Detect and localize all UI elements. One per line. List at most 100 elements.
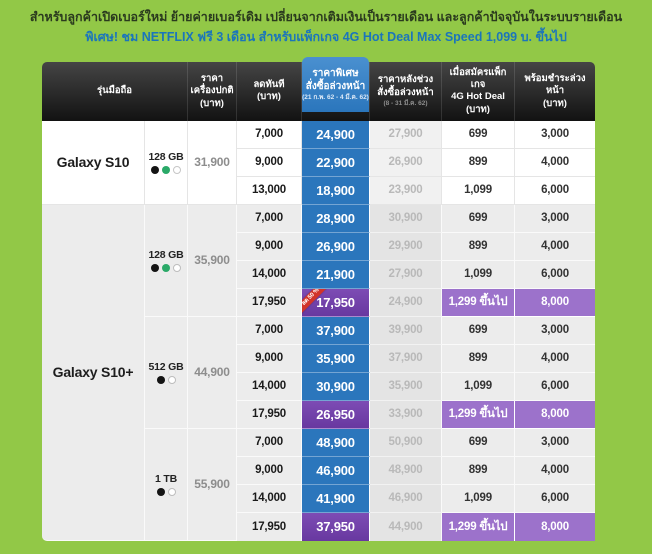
- package-fee-cell: 1,099: [442, 176, 515, 205]
- color-option-dots: [147, 165, 185, 174]
- table-row: 14,000 30,900 35,900 1,099 6,000: [42, 372, 595, 401]
- black-color-dot: [151, 165, 159, 174]
- after-price-cell: 27,900: [370, 260, 442, 289]
- special-price-cell: 21,900: [302, 260, 370, 289]
- header-discount: ลดทันที (บาท): [237, 62, 302, 121]
- package-fee-cell: 1,099: [442, 372, 515, 401]
- package-fee-cell: 699: [442, 204, 515, 233]
- color-option-dots: [147, 263, 185, 272]
- prepay-cell: 4,000: [515, 456, 595, 485]
- table-row: 17,950 17,950 ลด 50 % 24,900 1,299 ขึ้นไป 8,0…: [42, 288, 595, 317]
- special-price-value: 41,900: [316, 490, 355, 506]
- discount-cell: 17,950: [237, 400, 302, 429]
- model-name: Galaxy S10: [56, 154, 130, 171]
- prepay-cell: 3,000: [515, 204, 595, 233]
- storage-cell: 128 GB: [145, 120, 188, 205]
- after-price-cell: 44,900: [370, 512, 442, 541]
- package-fee-cell: 1,099: [442, 260, 515, 289]
- special-price-value: 48,900: [316, 434, 355, 450]
- discount-cell: 17,950: [237, 512, 302, 541]
- after-price-cell: 39,900: [370, 316, 442, 345]
- after-price-cell: 24,900: [370, 288, 442, 317]
- price-table: รุ่นมือถือ ราคาเครื่องปกติ (บาท) ลดทันที…: [42, 57, 595, 541]
- green-color-dot: [162, 165, 170, 174]
- storage-cell: 512 GB: [145, 316, 188, 429]
- special-price-cell: 18,900: [302, 176, 370, 205]
- price-table-body: Galaxy S10 128 GB 31,900 7,000 24,900 27,900 6…: [42, 120, 595, 541]
- table-row: 14,000 21,900 27,900 1,099 6,000: [42, 260, 595, 289]
- discount-cell: 9,000: [237, 148, 302, 177]
- header-model: รุ่นมือถือ: [42, 62, 188, 121]
- model-cell: Galaxy S10+: [42, 204, 145, 541]
- banner-netflix-offer-text: พิเศษ! ชม NETFLIX ฟรี 3 เดือน สำหรับแพ็ก…: [85, 30, 567, 45]
- after-price-cell: 23,900: [370, 176, 442, 205]
- after-price-cell: 30,900: [370, 204, 442, 233]
- table-row: Galaxy S10 128 GB 31,900 7,000 24,900 27,900 6…: [42, 120, 595, 205]
- normal-price-cell: 55,900: [188, 428, 237, 541]
- prepay-cell: 4,000: [515, 148, 595, 177]
- package-fee-cell: 699: [442, 316, 515, 345]
- normal-price-cell: 44,900: [188, 316, 237, 429]
- special-price-value: 30,900: [316, 378, 355, 394]
- after-price-cell: 29,900: [370, 232, 442, 261]
- special-price-value: 37,900: [316, 322, 355, 338]
- prepay-cell: 3,000: [515, 316, 595, 345]
- special-price-cell: 35,900: [302, 344, 370, 373]
- table-row: 13,000 18,900 23,900 1,099 6,000: [42, 176, 595, 205]
- table-row: 17,950 26,950 33,900 1,299 ขึ้นไป 8,000: [42, 400, 595, 429]
- prepay-cell: 6,000: [515, 484, 595, 513]
- white-color-dot: [173, 165, 181, 174]
- after-price-cell: 48,900: [370, 456, 442, 485]
- special-price-cell: 37,950: [302, 512, 370, 541]
- table-row: 1 TB 55,900 7,000 48,900 50,900 699 3,000: [42, 428, 595, 541]
- model-name: Galaxy S10+: [52, 364, 134, 381]
- special-price-cell: 48,900: [302, 428, 370, 457]
- discount-cell: 14,000: [237, 484, 302, 513]
- discount-cell: 13,000: [237, 176, 302, 205]
- table-row: 17,950 37,950 44,900 1,299 ขึ้นไป 8,000: [42, 512, 595, 541]
- table-row: 9,000 35,900 37,900 899 4,000: [42, 344, 595, 373]
- header-after-price: ราคาหลังช่วง สั่งซื้อล่วงหน้า (8 - 31 มี…: [370, 62, 442, 121]
- prepay-cell: 4,000: [515, 232, 595, 261]
- discount-cell: 7,000: [237, 120, 302, 149]
- special-price-value: 17,950: [316, 294, 355, 310]
- storage-label: 512 GB: [148, 360, 184, 373]
- promo-banner: สำหรับลูกค้าเปิดเบอร์ใหม่ ย้ายค่ายเบอร์เ…: [0, 8, 652, 46]
- price-table-header: รุ่นมือถือ ราคาเครื่องปกติ (บาท) ลดทันที…: [42, 57, 595, 121]
- prepay-cell: 6,000: [515, 176, 595, 205]
- table-row: 9,000 22,900 26,900 899 4,000: [42, 148, 595, 177]
- package-fee-cell: 1,299 ขึ้นไป: [442, 400, 515, 429]
- discount-cell: 9,000: [237, 456, 302, 485]
- discount-cell: 9,000: [237, 232, 302, 261]
- normal-price-cell: 31,900: [188, 120, 237, 205]
- header-normal-price: ราคาเครื่องปกติ (บาท): [188, 62, 237, 121]
- model-cell: Galaxy S10: [42, 120, 145, 205]
- prepay-cell: 6,000: [515, 372, 595, 401]
- special-price-value: 28,900: [316, 210, 355, 226]
- special-price-title: ราคาพิเศษ สั่งซื้อล่วงหน้า: [305, 67, 366, 92]
- special-price-value: 18,900: [316, 182, 355, 198]
- package-fee-cell: 699: [442, 120, 515, 149]
- color-option-dots: [147, 375, 185, 384]
- special-price-cell: 46,900: [302, 456, 370, 485]
- white-color-dot: [167, 375, 176, 384]
- special-price-value: 22,900: [316, 154, 355, 170]
- table-row: 14,000 41,900 46,900 1,099 6,000: [42, 484, 595, 513]
- storage-cell: 1 TB: [145, 428, 188, 541]
- after-price-cell: 50,900: [370, 428, 442, 457]
- header-special-price: ราคาพิเศษ สั่งซื้อล่วงหน้า (21 ก.พ. 62 -…: [302, 57, 370, 121]
- special-price-cell: 24,900: [302, 120, 370, 149]
- black-color-dot: [156, 375, 165, 384]
- price-table-container: รุ่นมือถือ ราคาเครื่องปกติ (บาท) ลดทันที…: [42, 57, 595, 541]
- after-price-cell: 33,900: [370, 400, 442, 429]
- prepay-cell: 3,000: [515, 428, 595, 457]
- special-price-cell: 41,900: [302, 484, 370, 513]
- special-price-value: 35,900: [316, 350, 355, 366]
- green-color-dot: [162, 263, 170, 272]
- special-price-tab: ราคาพิเศษ สั่งซื้อล่วงหน้า (21 ก.พ. 62 -…: [302, 57, 369, 112]
- color-option-dots: [147, 487, 185, 496]
- special-price-cell: 26,950: [302, 400, 370, 429]
- special-price-value: 37,950: [316, 519, 355, 535]
- prepay-cell: 8,000: [515, 288, 595, 317]
- special-price-cell: 30,900: [302, 372, 370, 401]
